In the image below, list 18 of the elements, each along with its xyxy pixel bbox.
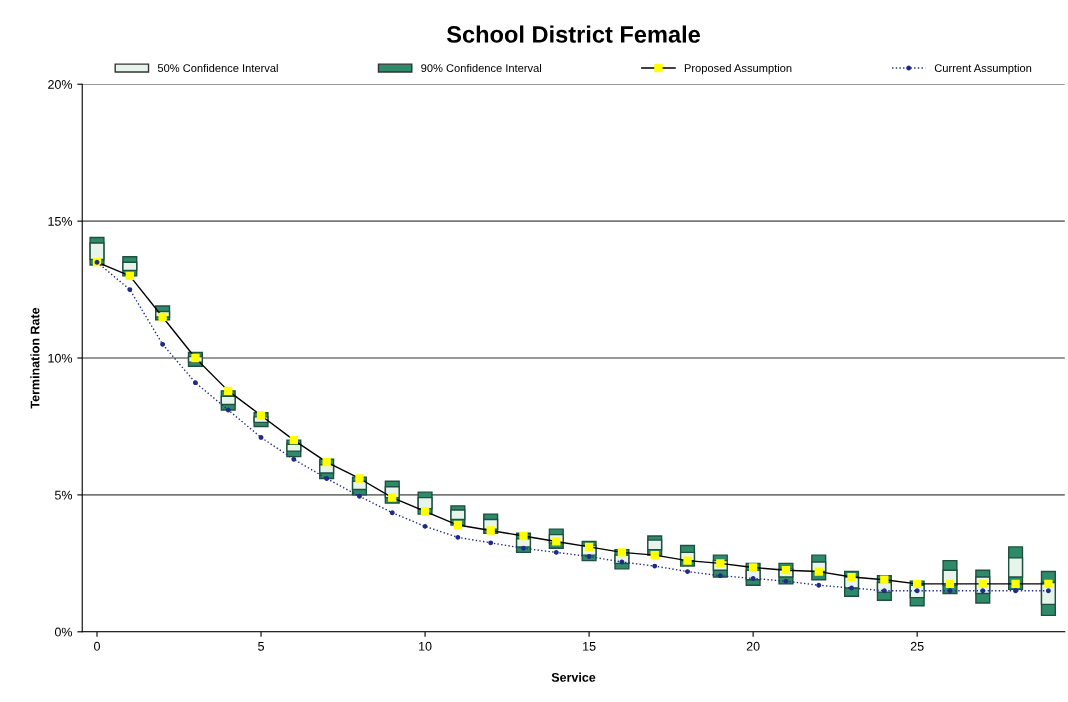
chart-title: School District Female: [446, 25, 700, 43]
y-tick-label: 10%: [48, 353, 73, 363]
legend-label: Current Assumption: [934, 63, 1032, 75]
legend-label: 90% Confidence Interval: [421, 63, 542, 73]
legend-label: 50% Confidence Interval: [157, 63, 278, 73]
x-tick-label: 5: [258, 641, 264, 651]
x-tick-label: 15: [583, 641, 596, 651]
y-axis-title: Termination Rate: [30, 307, 40, 409]
y-tick-label: 20%: [48, 80, 73, 89]
legend-label: Proposed Assumption: [684, 63, 792, 75]
x-tick-label: 25: [910, 641, 924, 651]
x-tick-label: 20: [746, 641, 760, 651]
y-tick-label: 0%: [54, 627, 73, 637]
x-tick-label: 0: [94, 641, 100, 651]
y-tick-label: 5%: [54, 490, 73, 500]
x-axis-title: Service: [551, 672, 596, 682]
x-tick-label: 10: [419, 641, 432, 651]
y-tick-label: 15%: [48, 216, 73, 226]
